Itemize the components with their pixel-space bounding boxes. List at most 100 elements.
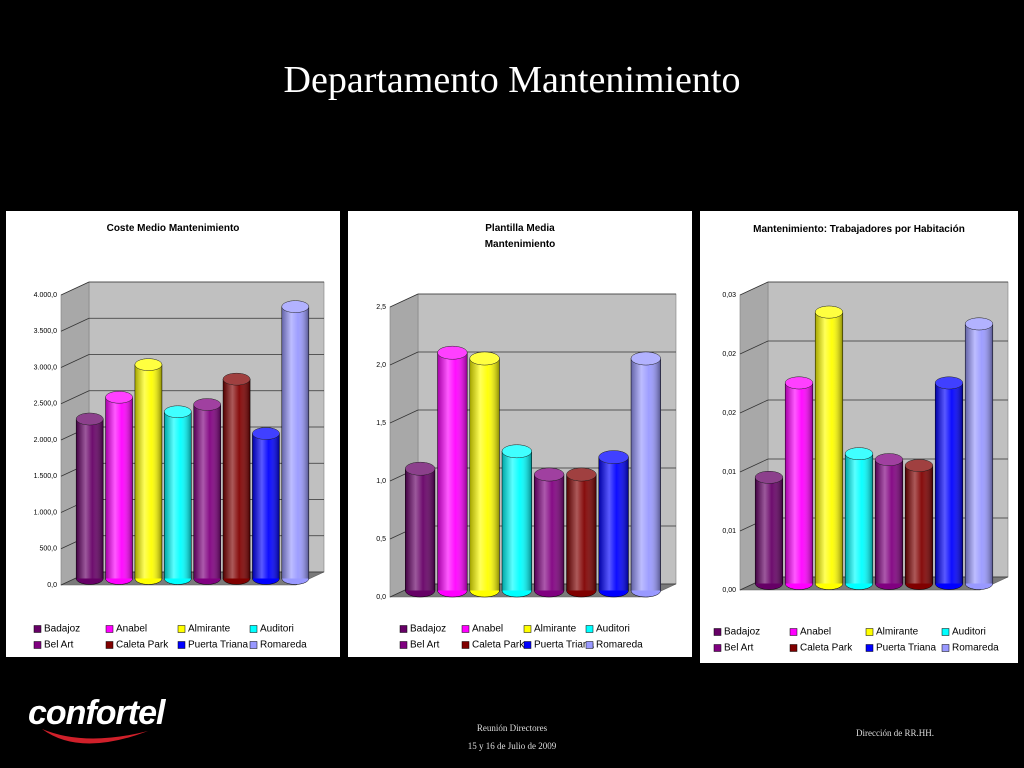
- bar-outline: [534, 474, 565, 591]
- bar-top-shade: [631, 351, 661, 366]
- bar-top-shade: [965, 317, 993, 330]
- legend-label: Badajoz: [44, 624, 80, 635]
- bar-top: [904, 459, 934, 472]
- legend-swatch: [33, 625, 42, 633]
- legend-label: Romareda: [952, 643, 999, 654]
- slide-title: Departamento Mantenimiento: [283, 59, 741, 101]
- bar-top-shade: [598, 450, 629, 464]
- legend-label: Auditori: [260, 624, 294, 635]
- bar-top-shade: [785, 376, 813, 389]
- bar-shade: [281, 306, 309, 579]
- bar-shade: [631, 358, 661, 591]
- bar-top: [501, 444, 532, 459]
- bar-top: [630, 351, 661, 366]
- y-tick-label: 3.500,0: [34, 328, 57, 335]
- legend-swatch: [585, 625, 594, 633]
- bar-top: [844, 447, 874, 461]
- bar-top-shade: [935, 376, 963, 389]
- legend-swatch: [585, 641, 594, 649]
- bar-top-shade: [193, 398, 221, 411]
- bar-top: [105, 391, 133, 404]
- bar-shade: [534, 474, 564, 591]
- legend-swatch: [941, 644, 950, 652]
- bar-top: [164, 405, 192, 418]
- bar-top: [874, 453, 904, 466]
- bar-top-shade: [845, 447, 873, 460]
- legend-swatch: [789, 644, 798, 652]
- bar-shade: [965, 323, 993, 584]
- legend-swatch: [523, 625, 532, 633]
- legend-swatch: [105, 641, 114, 649]
- logo-swoosh: [42, 729, 148, 744]
- bar-shade: [845, 453, 873, 584]
- bar-shade: [469, 358, 500, 591]
- bar-outline: [904, 465, 934, 584]
- chart-title: Coste Medio Mantenimiento: [106, 223, 240, 234]
- chart: 0,0 500,0 1.000,0 1.500,0 2.000,0 2.500,0 3.00…: [33, 281, 325, 651]
- bar-shade: [76, 419, 104, 579]
- bar-shade: [785, 382, 813, 584]
- legend-label: Bel Art: [724, 643, 754, 654]
- y-tick-label: 0,02: [722, 410, 736, 417]
- legend-swatch: [461, 625, 470, 633]
- bar-top: [75, 412, 104, 426]
- bar-top: [281, 300, 310, 313]
- chart-panel: Mantenimiento: Trabajadores por Habitaci…: [700, 211, 1018, 663]
- bar-outline: [193, 404, 221, 579]
- grid-line: [739, 399, 769, 414]
- legend-label: Caleta Park: [800, 643, 853, 654]
- bar-top: [405, 461, 436, 476]
- footer-center: Reunión Directores 15 y 16 de Julio de 2…: [412, 719, 612, 755]
- bar-shade: [935, 382, 963, 584]
- y-tick-label: 1.000,0: [34, 509, 57, 516]
- y-tick-label: 1,5: [376, 420, 386, 427]
- bar-outline: [598, 457, 629, 591]
- legend-label: Puerta Triana: [188, 640, 248, 651]
- y-tick-label: 2.500,0: [34, 401, 57, 408]
- bar-top-shade: [252, 427, 280, 440]
- bar-shade: [598, 457, 629, 591]
- legend-swatch: [33, 641, 42, 649]
- bar-top-shade: [566, 467, 597, 482]
- bar-outline: [105, 397, 133, 579]
- legend-label: Badajoz: [410, 624, 446, 635]
- legend-label: Anabel: [116, 624, 147, 635]
- bar-outline: [501, 451, 532, 591]
- bar-outline: [784, 382, 814, 584]
- legend-label: Puerta Triana: [876, 643, 936, 654]
- chart: 0,00 0,01 0,01 0,02 0,02 0,03 Badajoz Anabel Alm…: [713, 281, 1009, 654]
- bar-top-shade: [405, 462, 435, 476]
- bar-top: [469, 351, 500, 366]
- bar-top-shade: [875, 453, 903, 466]
- y-tick-label: 0,03: [722, 292, 736, 299]
- bar-outline: [630, 358, 661, 591]
- bar-shade: [502, 451, 532, 591]
- bar-top: [566, 467, 597, 482]
- bar-shade: [875, 459, 903, 584]
- legend-label: Almirante: [876, 627, 919, 638]
- footer-line: Reunión Directores: [476, 723, 548, 733]
- bar-shade: [755, 477, 783, 584]
- legend-label: Bel Art: [44, 640, 74, 651]
- legend-label: Almirante: [534, 624, 577, 635]
- bar-top: [934, 376, 964, 390]
- legend-swatch: [399, 641, 408, 649]
- legend-swatch: [789, 628, 798, 636]
- chart-panel: Plantilla Media Mantenimiento 0,0 0,5 1,0 1…: [348, 211, 692, 657]
- legend-label: Caleta Park: [472, 640, 525, 651]
- bar-top-shade: [755, 471, 783, 484]
- bar-top: [814, 305, 844, 319]
- chart: 0,0 0,5 1,0 1,5 2,0 2,5 Badajoz Anabel Almirante…: [376, 293, 677, 651]
- bar-outline: [469, 358, 500, 591]
- bar-top: [222, 372, 251, 386]
- legend-swatch: [523, 641, 532, 649]
- bar-top-shade: [469, 351, 500, 366]
- legend-label: Badajoz: [724, 627, 760, 638]
- grid-line: [739, 281, 769, 296]
- bar-shade: [566, 474, 597, 591]
- bar-top-shade: [164, 405, 192, 418]
- bar-outline: [134, 364, 163, 579]
- grid-line: [60, 390, 90, 405]
- bar-outline: [814, 312, 844, 584]
- bar-top: [754, 470, 784, 484]
